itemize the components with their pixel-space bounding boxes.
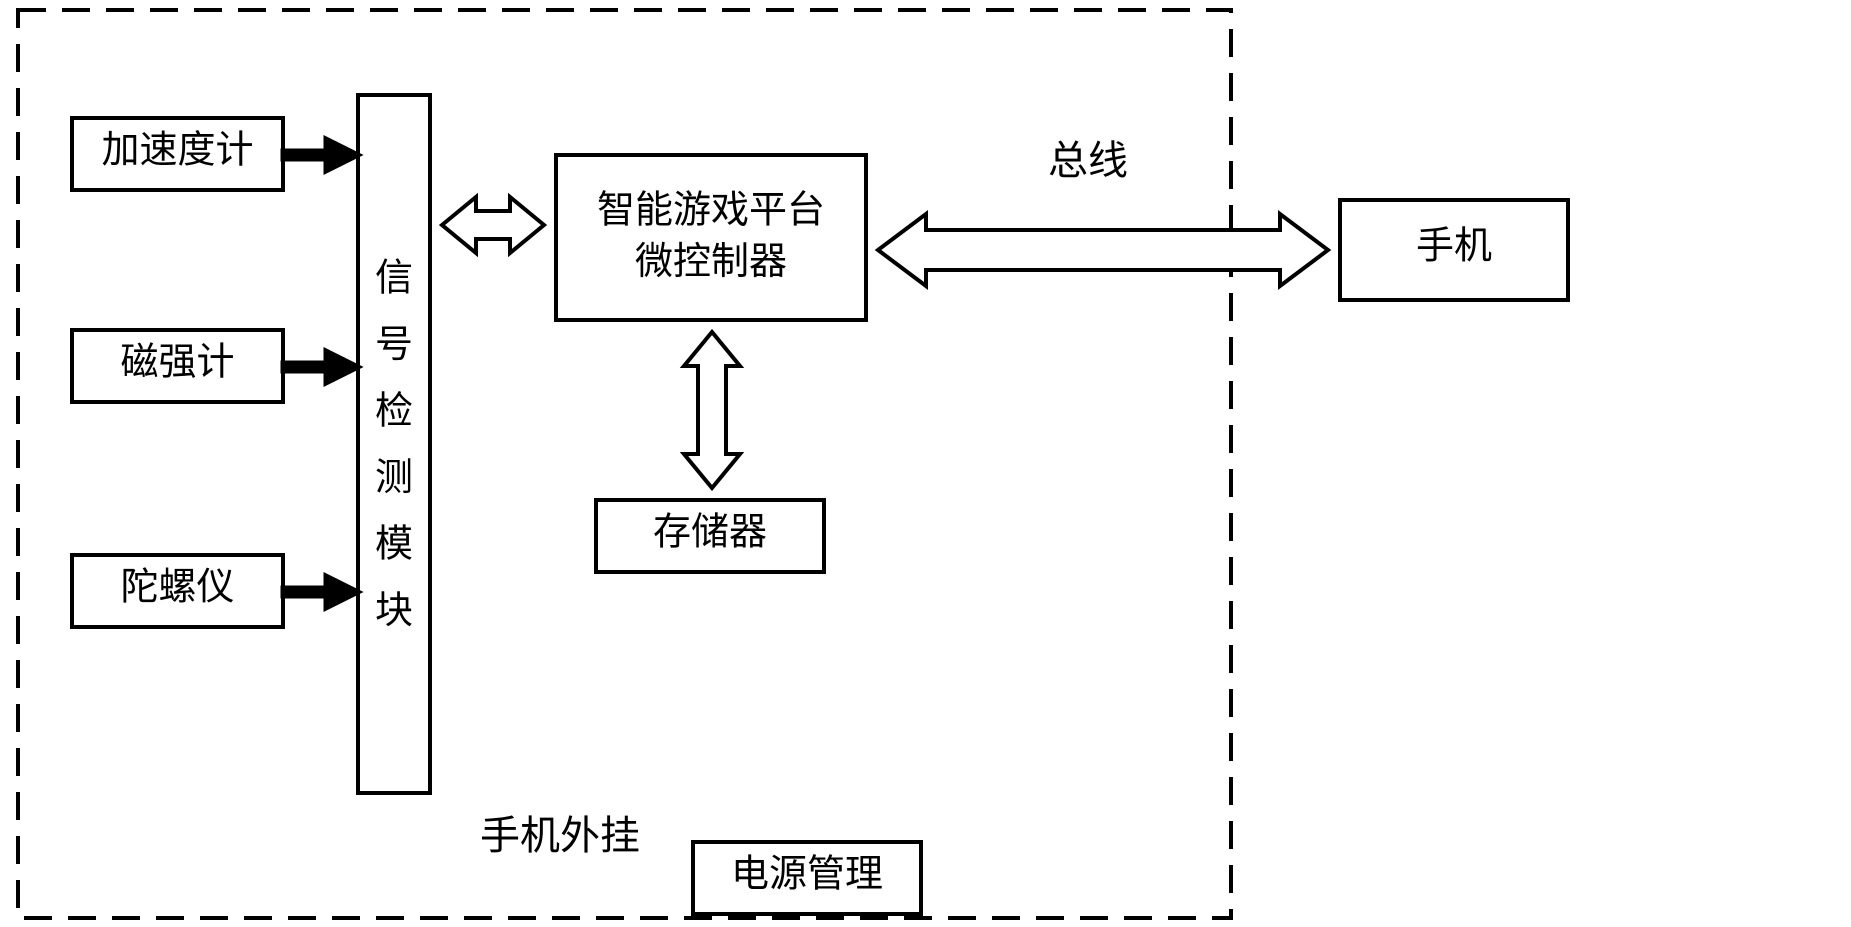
- magnetometer-label: 磁强计: [120, 342, 234, 384]
- phone-label: 手机: [1416, 226, 1492, 268]
- signal_module-label-0: 信: [375, 257, 413, 299]
- accelerometer-label: 加速度计: [101, 130, 253, 172]
- gyroscope-label: 陀螺仪: [120, 567, 234, 609]
- power-label: 电源管理: [731, 854, 883, 896]
- signal_module-label-1: 号: [375, 324, 413, 366]
- arrow-controller-phone: [878, 214, 1328, 286]
- block-diagram: 加速度计磁强计陀螺仪 信号检测模块 智能游戏平台微控制器存储器电源管理 手机 总线手机外…: [0, 0, 1851, 927]
- plugin-label: 手机外挂: [480, 813, 640, 858]
- controller-box: [556, 155, 866, 320]
- controller-label-0: 智能游戏平台: [597, 190, 825, 232]
- sensor-arrow-1: [283, 351, 358, 383]
- sensor-arrow-0: [283, 139, 358, 171]
- arrow-signal-controller: [442, 197, 544, 253]
- memory-label: 存储器: [653, 512, 767, 554]
- controller-label-1: 微控制器: [635, 241, 787, 283]
- sensor-arrow-2: [283, 576, 358, 608]
- signal_module-box: [358, 95, 430, 793]
- signal_module-label-5: 块: [375, 590, 413, 632]
- signal_module-label-2: 检: [375, 390, 413, 432]
- bus-label: 总线: [1048, 138, 1128, 183]
- signal_module-label-3: 测: [375, 457, 413, 499]
- arrow-controller-memory: [684, 332, 740, 488]
- signal_module-label-4: 模: [375, 523, 413, 565]
